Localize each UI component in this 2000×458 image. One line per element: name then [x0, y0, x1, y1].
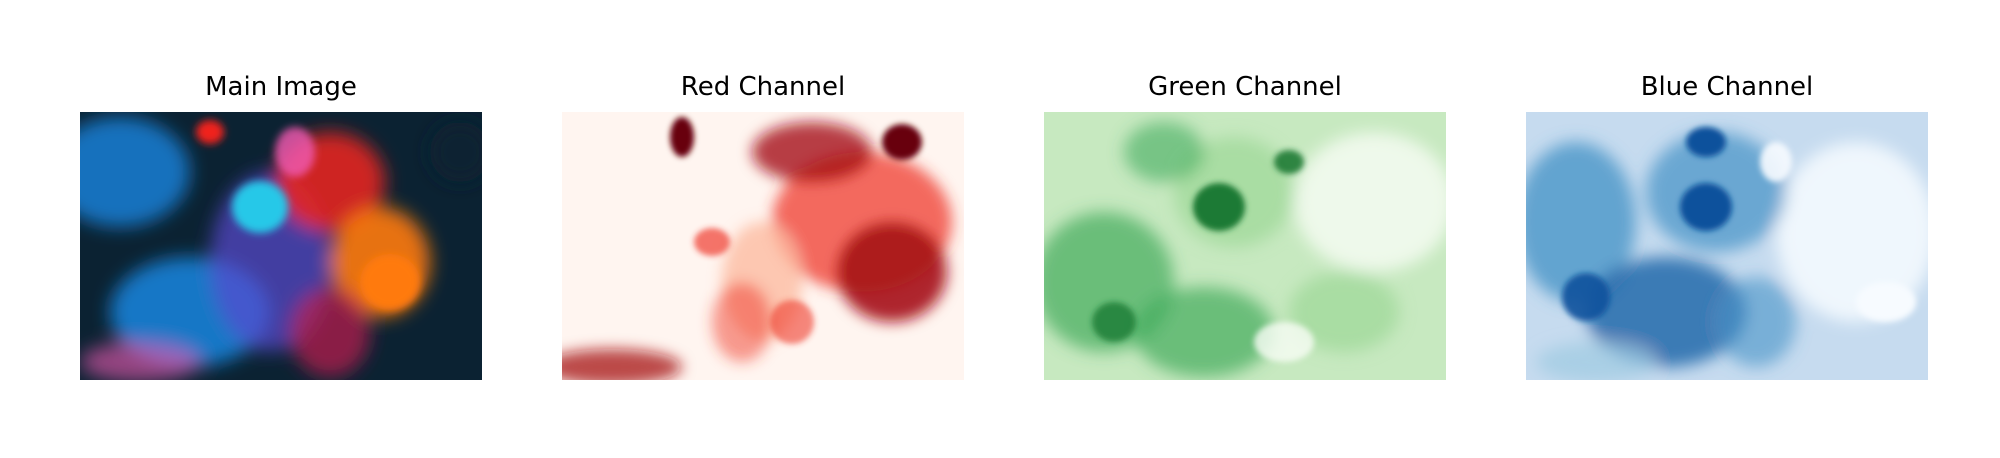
green-channel-image [1044, 112, 1446, 380]
main-image [80, 112, 482, 380]
panel-title-blue: Blue Channel [1640, 72, 1814, 102]
ink-cloud-image-blue [1526, 112, 1928, 380]
red-channel-image [562, 112, 964, 380]
ink-cloud-image-green [1044, 112, 1446, 380]
ink-cloud-image-main [80, 112, 482, 380]
panel-title-green: Green Channel [1148, 72, 1342, 102]
blue-channel-image [1526, 112, 1928, 380]
panel-title-red: Red Channel [680, 72, 846, 102]
panel-title-main: Main Image [205, 72, 357, 102]
ink-cloud-image-red [562, 112, 964, 380]
